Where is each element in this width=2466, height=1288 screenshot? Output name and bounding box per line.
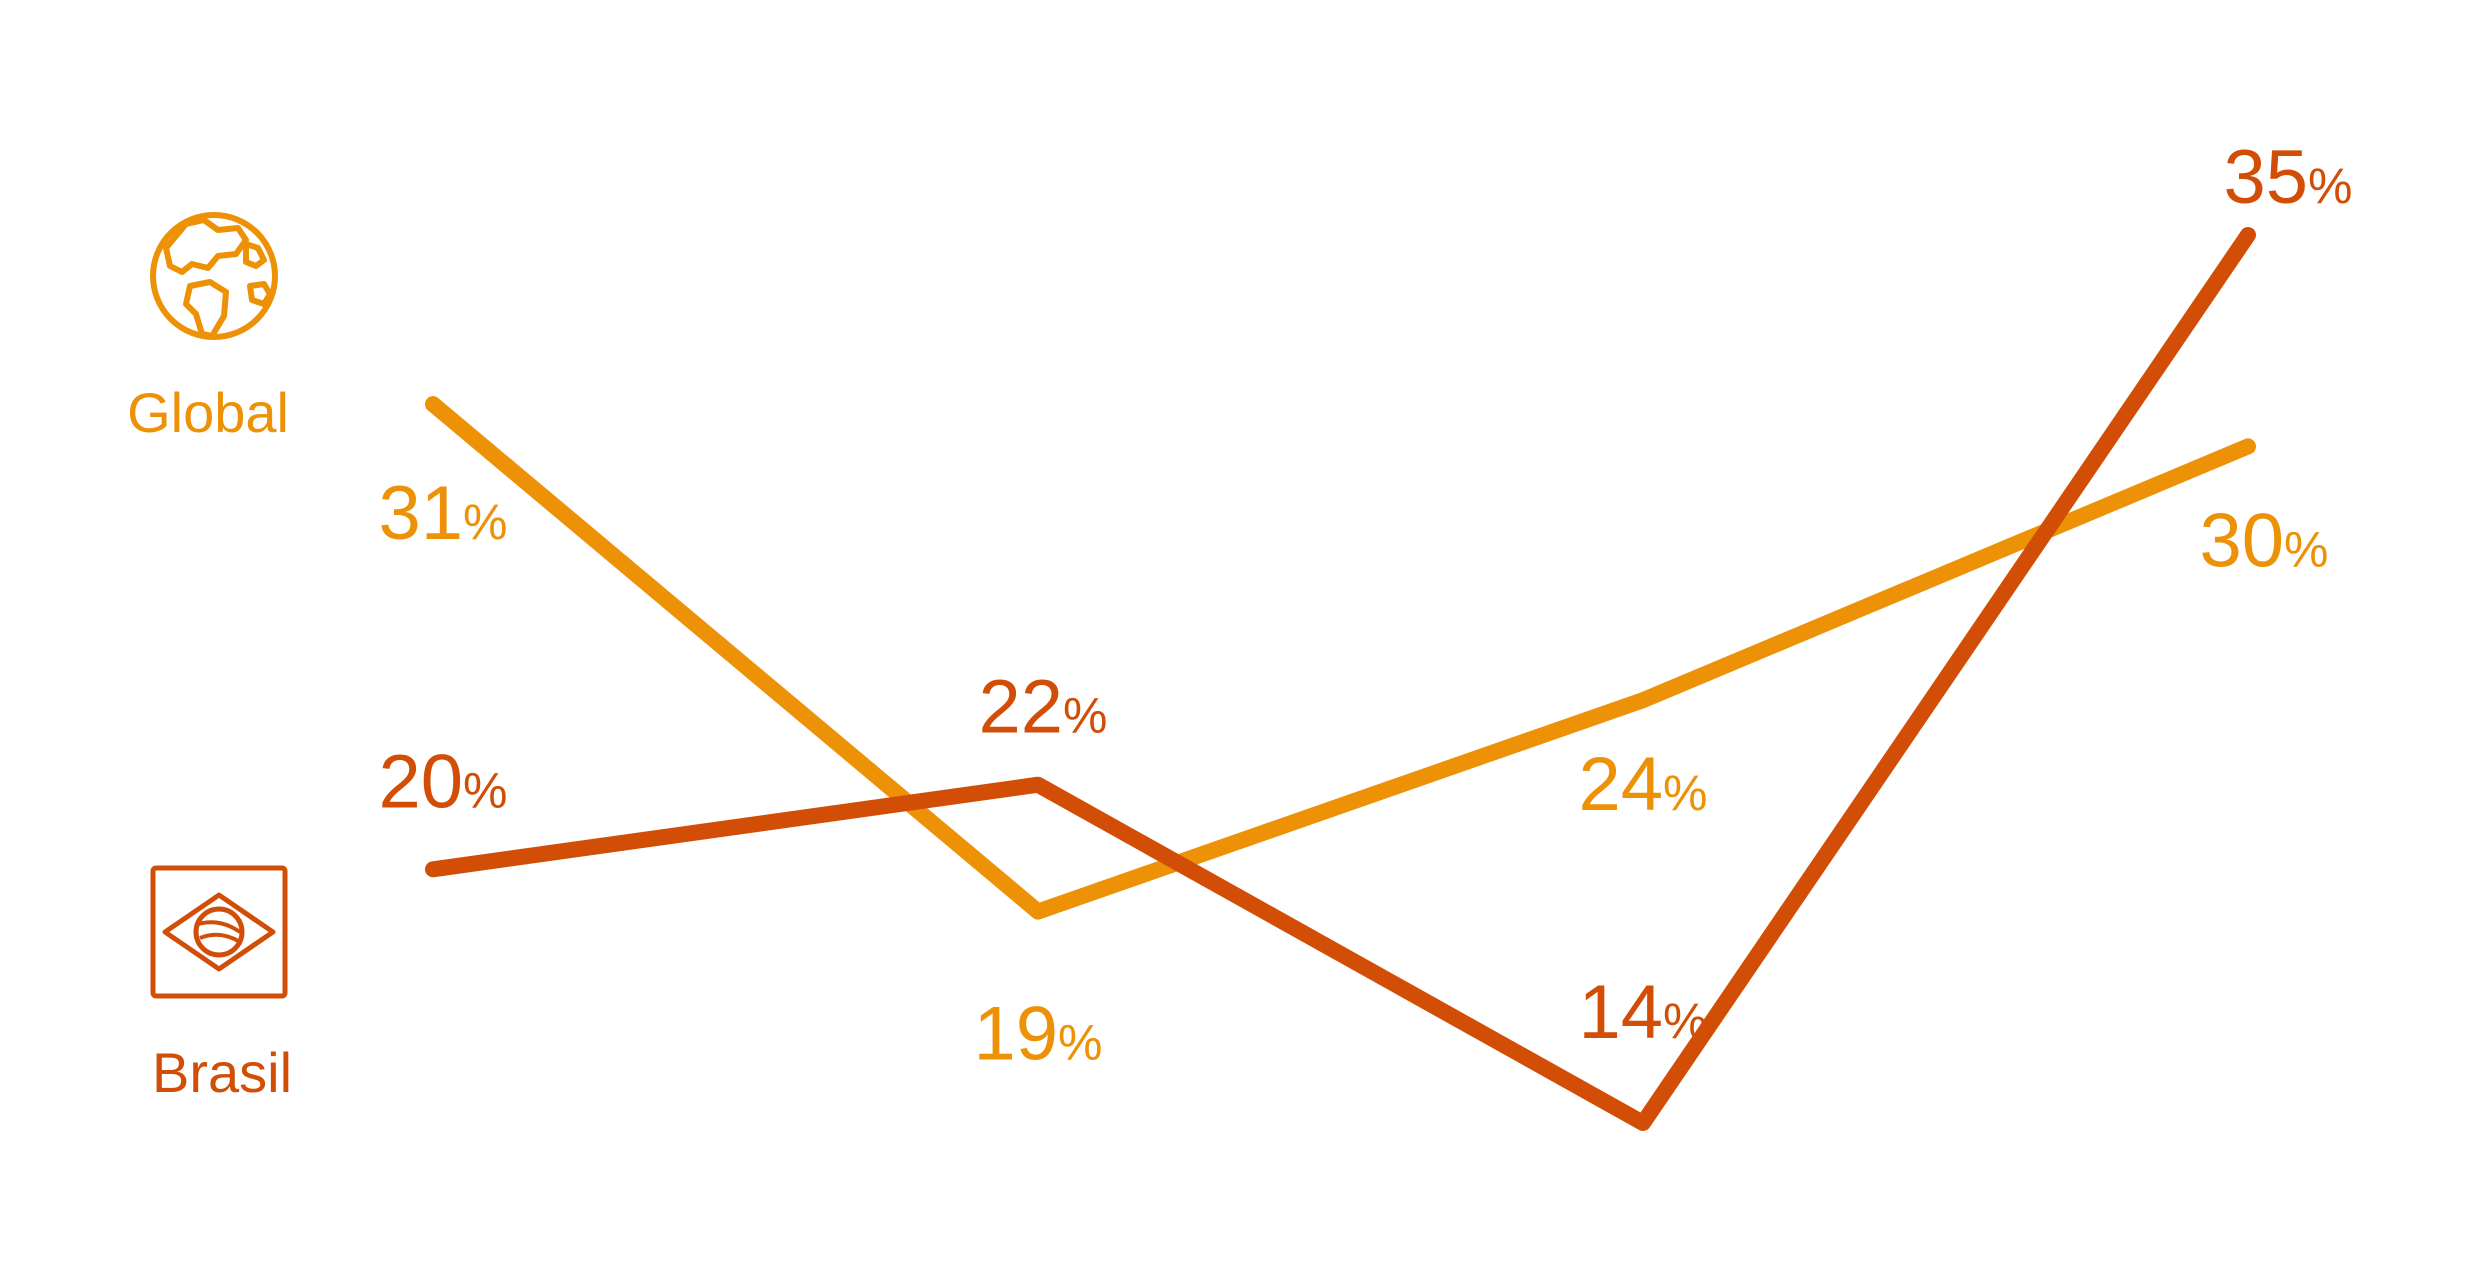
data-label-value: 30: [2199, 498, 2284, 583]
data-label-value: 22: [978, 665, 1063, 750]
data-label-unit: %: [1058, 1015, 1102, 1071]
legend-brasil-label: Brasil: [152, 1041, 292, 1104]
data-label-global-4: 30%: [2199, 498, 2328, 583]
data-label-unit: %: [2308, 158, 2352, 214]
data-label-unit: %: [1663, 765, 1707, 821]
legend-brasil: Brasil: [150, 865, 292, 1104]
data-label-value: 24: [1578, 742, 1663, 827]
data-label-brasil-2: 22%: [978, 665, 1107, 750]
globe-icon: [150, 212, 278, 340]
data-label-brasil-3: 14%: [1578, 970, 1707, 1055]
plot-area: 31%19%24%30%20%22%14%35%: [378, 135, 2353, 1131]
brazil-flag-icon: [150, 865, 288, 999]
data-label-global-2: 19%: [973, 992, 1102, 1077]
data-label-value: 19: [973, 992, 1058, 1077]
data-label-unit: %: [1663, 993, 1707, 1049]
data-label-unit: %: [1063, 688, 1107, 744]
legend-global: Global: [127, 212, 289, 444]
data-label-value: 20: [378, 739, 463, 824]
data-label-unit: %: [2284, 521, 2328, 577]
data-label-global-3: 24%: [1578, 742, 1707, 827]
data-label-value: 31: [378, 471, 463, 556]
data-label-global-1: 31%: [378, 471, 507, 556]
data-label-brasil-1: 20%: [378, 739, 507, 824]
data-label-unit: %: [463, 762, 507, 818]
data-label-unit: %: [463, 494, 507, 550]
data-label-brasil-4: 35%: [2223, 135, 2352, 220]
data-label-value: 35: [2223, 135, 2308, 220]
data-label-value: 14: [1578, 970, 1663, 1055]
series-line-brasil: [425, 227, 2256, 1131]
series-line-global: [425, 396, 2256, 920]
legend-global-label: Global: [127, 381, 289, 444]
